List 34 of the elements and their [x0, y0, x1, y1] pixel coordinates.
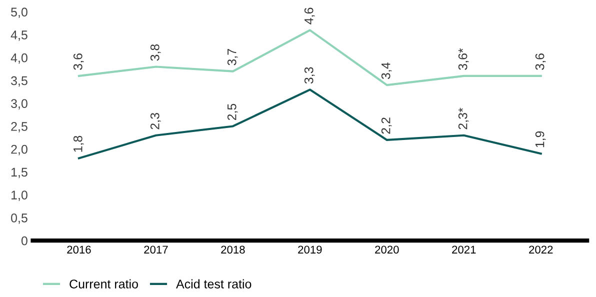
- y-tick-label: 0: [21, 236, 28, 246]
- data-label: 3,6*: [458, 48, 469, 70]
- y-tick-label: 3,5: [11, 76, 28, 87]
- legend-label: Acid test ratio: [176, 279, 252, 288]
- data-label: 3,8: [150, 44, 161, 61]
- data-label: 1,8: [73, 136, 84, 152]
- legend-label: Current ratio: [70, 279, 138, 288]
- x-tick-label: 2016: [67, 246, 91, 254]
- y-tick-label: 3,0: [11, 99, 28, 110]
- y-tick-label: 4,5: [10, 30, 28, 41]
- x-tick-label: 2019: [298, 246, 322, 254]
- data-label: 3,4: [381, 62, 392, 80]
- data-label: 3,6: [73, 54, 84, 70]
- y-tick-label: 2,5: [11, 122, 28, 132]
- y-tick-label: 2,0: [11, 144, 28, 156]
- data-label: 2,3: [150, 112, 161, 130]
- data-label: 1,9: [535, 131, 546, 148]
- data-label: 3,6: [535, 54, 546, 70]
- data-label: 4,6: [304, 8, 315, 24]
- data-label: 2,5: [227, 104, 238, 120]
- x-tick-label: 2020: [375, 246, 399, 254]
- x-tick-label: 2018: [221, 246, 245, 254]
- data-label: 2,3*: [458, 108, 469, 130]
- x-tick-label: 2017: [144, 246, 168, 254]
- data-label: 3,7: [227, 49, 238, 66]
- data-label: 3,3: [304, 67, 315, 84]
- y-tick-label: 1,5: [11, 168, 28, 178]
- y-tick-label: 4,0: [10, 53, 28, 64]
- y-tick-label: 1,0: [11, 190, 28, 201]
- x-tick-label: 2021: [452, 246, 476, 254]
- x-tick-label: 2022: [529, 246, 553, 254]
- data-label: 2,2: [381, 118, 392, 134]
- y-tick-label: 0,5: [11, 214, 28, 224]
- y-tick-label: 5,0: [11, 8, 28, 18]
